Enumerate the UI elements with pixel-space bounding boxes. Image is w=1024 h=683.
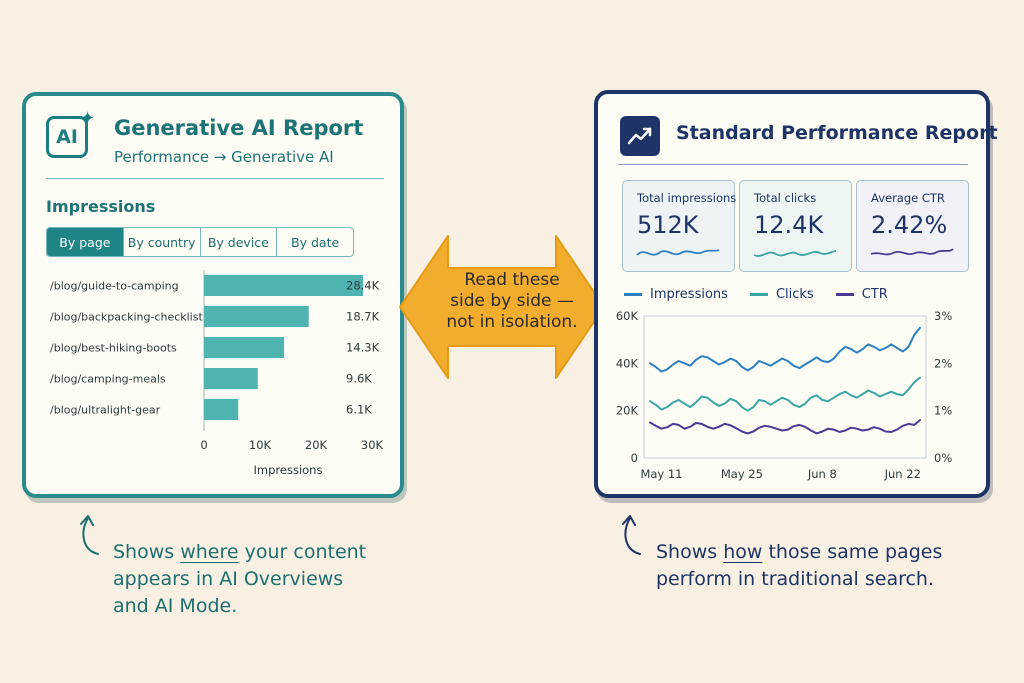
x-tick-label: Jun 22 xyxy=(884,467,921,481)
y-right-tick-label: 0% xyxy=(934,451,952,465)
x-tick-label: 10K xyxy=(249,438,272,452)
y-left-tick-label: 40K xyxy=(616,356,639,370)
curl-arrow-icon xyxy=(622,515,641,555)
bar-category-label: /blog/camping-meals xyxy=(50,373,166,386)
impressions-bar-chart: /blog/guide-to-camping 28.4K/blog/backpac… xyxy=(50,270,384,477)
legend-label: CTR xyxy=(861,287,888,302)
kpi-label: Total clicks xyxy=(754,191,817,205)
dimension-tabs: By page By country By device By date xyxy=(46,227,354,257)
sparkline-icon xyxy=(753,250,837,257)
section-label: Impressions xyxy=(46,197,156,216)
x-axis-label: Impressions xyxy=(254,463,323,477)
standard-performance-report-card: Standard Performance Report Total impres… xyxy=(594,90,998,498)
bar-value-label: 9.6K xyxy=(346,372,372,386)
bar-value-label: 6.1K xyxy=(346,403,372,417)
kpi-value: 512K xyxy=(637,211,699,239)
bar-category-label: /blog/backpacking-checklist xyxy=(50,311,203,324)
y-right-tick-label: 2% xyxy=(934,356,952,370)
y-right-tick-label: 3% xyxy=(934,309,952,323)
curl-arrow-icon xyxy=(80,515,99,555)
generative-ai-report-card: AI ✦ Generative AI Report Performance → … xyxy=(22,92,404,498)
right-caption: Shows how those same pages perform in tr… xyxy=(656,539,942,593)
caption-emphasis: where xyxy=(180,541,239,563)
y-right-tick-label: 1% xyxy=(934,404,952,418)
caption-text: Shows xyxy=(113,541,181,563)
comparison-note: Read these side by side — not in isolati… xyxy=(427,270,597,333)
legend-item-impressions[interactable]: Impressions xyxy=(624,287,728,302)
caption-text: those same pages xyxy=(762,541,943,563)
performance-line-chart: 0 20K 40K 60K 0% 1% 2% 3% May 11 May 25 Jun 8 Jun 2… xyxy=(616,309,953,481)
bar xyxy=(204,399,239,420)
kpi-label: Average CTR xyxy=(871,191,945,205)
y-left-tick-label: 20K xyxy=(616,404,639,418)
legend-label: Impressions xyxy=(650,287,728,302)
chart-legend: Impressions Clicks CTR xyxy=(624,287,888,302)
caption-text: Shows xyxy=(656,541,724,563)
caption-text: and AI Mode. xyxy=(113,595,238,617)
trend-chart-icon xyxy=(620,116,660,156)
tab-by-page[interactable]: By page xyxy=(47,228,124,256)
bar xyxy=(204,337,285,358)
ai-logo-text: AI xyxy=(56,126,78,148)
legend-item-ctr[interactable]: CTR xyxy=(835,287,888,302)
caption-text: perform in traditional search. xyxy=(656,568,935,590)
series-line-impressions xyxy=(649,326,921,373)
tab-by-country[interactable]: By country xyxy=(124,228,201,256)
y-left-tick-label: 0 xyxy=(631,451,638,465)
sparkline-icon xyxy=(870,248,954,256)
bar-category-label: /blog/ultralight-gear xyxy=(50,404,161,417)
bar-category-label: /blog/guide-to-camping xyxy=(50,280,179,293)
kpi-label: Total impressions xyxy=(637,191,737,205)
kpi-average-ctr: Average CTR 2.42% xyxy=(856,180,969,272)
ai-logo-icon: AI xyxy=(46,116,88,158)
x-tick-label: Jun 8 xyxy=(807,467,837,481)
legend-item-clicks[interactable]: Clicks xyxy=(749,287,814,302)
divider xyxy=(618,164,968,165)
bar xyxy=(204,368,258,389)
y-left-tick-label: 60K xyxy=(616,309,639,323)
kpi-value: 2.42% xyxy=(871,211,948,239)
tab-by-device[interactable]: By device xyxy=(201,228,278,256)
card-title: Standard Performance Report xyxy=(676,122,998,144)
comparison-note-line: not in isolation. xyxy=(446,312,578,332)
breadcrumb: Performance → Generative AI xyxy=(114,148,334,166)
kpi-value: 12.4K xyxy=(754,211,824,239)
caption-text: appears in AI Overviews xyxy=(113,568,344,590)
bar xyxy=(204,275,364,296)
plot-frame xyxy=(643,315,927,459)
bar xyxy=(204,306,309,327)
comparison-note-line: side by side — xyxy=(450,291,574,311)
bar-value-label: 28.4K xyxy=(346,279,380,293)
kpi-total-impressions: Total impressions 512K xyxy=(622,180,737,272)
x-tick-label: 30K xyxy=(361,438,384,452)
comparison-note-line: Read these xyxy=(464,270,560,290)
caption-text: your content xyxy=(238,541,367,563)
x-tick-label: 0 xyxy=(200,438,207,452)
bar-value-label: 14.3K xyxy=(346,341,380,355)
series-line-clicks xyxy=(649,376,921,412)
series-line-ctr xyxy=(649,419,921,435)
bar-value-label: 18.7K xyxy=(346,310,380,324)
bar-category-label: /blog/best-hiking-boots xyxy=(50,342,177,355)
x-tick-label: May 25 xyxy=(721,467,763,481)
x-tick-label: May 11 xyxy=(640,467,682,481)
sparkline-icon xyxy=(636,249,720,256)
card-title: Generative AI Report xyxy=(114,116,364,140)
legend-label: Clicks xyxy=(775,287,814,302)
tab-by-date[interactable]: By date xyxy=(291,234,340,250)
kpi-total-clicks: Total clicks 12.4K xyxy=(739,180,852,272)
divider xyxy=(46,178,384,179)
x-tick-label: 20K xyxy=(305,438,328,452)
caption-emphasis: how xyxy=(723,541,763,563)
sparkle-icon: ✦ xyxy=(80,108,96,129)
left-caption: Shows where your content appears in AI O… xyxy=(113,539,366,620)
